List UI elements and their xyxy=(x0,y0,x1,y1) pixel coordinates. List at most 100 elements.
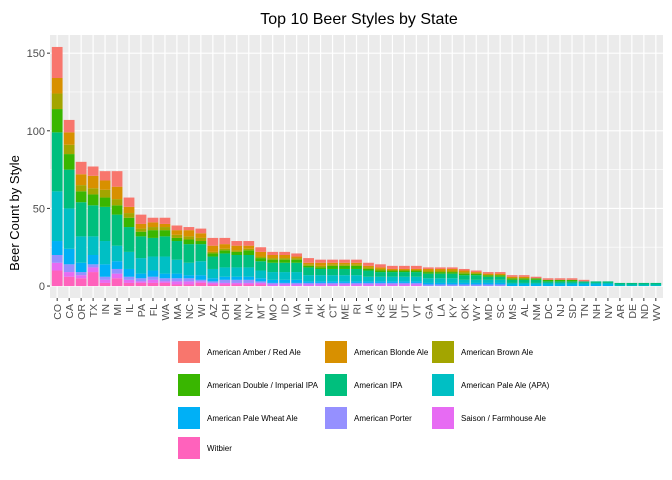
bar-segment xyxy=(482,276,494,280)
bar-segment xyxy=(518,282,530,285)
legend-label: American Pale Ale (APA) xyxy=(461,381,550,390)
bar-segment xyxy=(303,264,314,266)
bar-segment xyxy=(159,281,171,283)
bar-segment xyxy=(482,282,494,285)
bar-segment xyxy=(434,273,446,279)
x-tick-label: IL xyxy=(124,304,136,313)
bar-stack-mi xyxy=(111,171,123,287)
x-tick-label: PA xyxy=(136,304,148,317)
bar-segment xyxy=(135,231,147,237)
x-tick-label: IA xyxy=(363,304,375,314)
bar-segment xyxy=(255,258,267,262)
bar-stack-dc xyxy=(542,278,554,287)
bar-segment xyxy=(315,262,326,266)
bar-segment xyxy=(183,281,195,285)
bar-segment xyxy=(123,279,135,283)
bar-segment xyxy=(446,282,458,285)
x-tick-label: AK xyxy=(316,304,328,318)
bar-segment xyxy=(135,223,147,229)
bar-segment xyxy=(231,245,243,251)
bar-stack-ga xyxy=(422,267,434,287)
bar-stack-ak xyxy=(315,259,326,287)
bar-segment xyxy=(195,228,207,234)
bar-segment xyxy=(650,282,662,285)
bar-segment xyxy=(231,241,243,246)
bar-segment xyxy=(387,276,398,282)
bar-stack-in xyxy=(99,171,111,287)
bar-segment xyxy=(147,237,159,257)
legend-item: American Pale Wheat Ale xyxy=(178,407,298,429)
bar-segment xyxy=(147,227,159,231)
bar-segment xyxy=(387,272,398,277)
bar-segment xyxy=(279,262,291,273)
bar-segment xyxy=(363,276,374,282)
bar-segment xyxy=(446,268,458,271)
bar-segment xyxy=(650,284,662,287)
bar-segment xyxy=(375,284,386,287)
bar-segment xyxy=(482,284,494,287)
bar-segment xyxy=(63,264,75,273)
bar-segment xyxy=(195,241,207,245)
bar-segment xyxy=(219,284,231,287)
bar-segment xyxy=(327,264,338,266)
legend-item: Saison / Farmhouse Ale xyxy=(432,407,546,429)
legend-key xyxy=(432,407,454,429)
x-tick-label: NJ xyxy=(555,304,567,317)
bar-segment xyxy=(75,262,87,273)
bar-segment xyxy=(399,272,410,277)
bar-segment xyxy=(183,284,195,287)
bar-segment xyxy=(195,244,207,262)
bar-segment xyxy=(399,268,410,271)
bar-stack-ct xyxy=(327,259,338,287)
bar-segment xyxy=(530,278,542,280)
bar-segment xyxy=(494,284,506,287)
bar-segment xyxy=(75,236,87,263)
bar-segment xyxy=(470,275,482,280)
bar-segment xyxy=(363,265,374,268)
y-tick-label: 0 xyxy=(39,281,45,293)
x-tick-label: ND xyxy=(639,304,651,320)
bar-stack-me xyxy=(339,259,350,287)
bar-segment xyxy=(554,284,566,287)
bar-segment xyxy=(363,268,374,271)
bar-segment xyxy=(506,279,518,283)
bar-segment xyxy=(422,268,434,271)
x-tick-label: MT xyxy=(256,303,268,319)
bar-segment xyxy=(147,256,159,271)
bar-segment xyxy=(255,251,267,257)
bar-segment xyxy=(542,282,554,285)
bar-stack-co xyxy=(51,46,63,287)
bar-segment xyxy=(291,284,303,287)
x-tick-label: OH xyxy=(220,304,232,320)
bar-segment xyxy=(135,273,147,279)
legend-key xyxy=(325,341,347,363)
bar-segment xyxy=(303,275,314,282)
legend-label: American Double / Imperial IPA xyxy=(207,381,319,390)
bar-segment xyxy=(51,109,63,133)
bar-segment xyxy=(231,250,243,252)
bar-segment xyxy=(87,236,99,255)
bar-segment xyxy=(255,270,267,279)
bar-segment xyxy=(578,279,590,282)
bar-segment xyxy=(363,262,374,266)
bar-segment xyxy=(339,265,350,269)
bar-segment xyxy=(111,268,123,274)
x-tick-label: ME xyxy=(340,304,352,320)
bar-segment xyxy=(99,279,111,283)
bar-segment xyxy=(554,281,566,283)
bar-segment xyxy=(195,233,207,238)
bar-segment xyxy=(614,282,626,285)
bar-segment xyxy=(494,276,506,280)
bar-segment xyxy=(351,282,362,285)
bar-segment xyxy=(434,278,446,283)
bar-segment xyxy=(375,281,386,283)
bar-segment xyxy=(327,268,338,276)
legend-key xyxy=(325,407,347,429)
bar-segment xyxy=(351,259,362,263)
bar-segment xyxy=(602,281,614,283)
bar-segment xyxy=(339,268,350,276)
bar-segment xyxy=(75,275,87,279)
bar-segment xyxy=(99,180,111,190)
bar-segment xyxy=(399,265,410,269)
bar-segment xyxy=(542,278,554,280)
